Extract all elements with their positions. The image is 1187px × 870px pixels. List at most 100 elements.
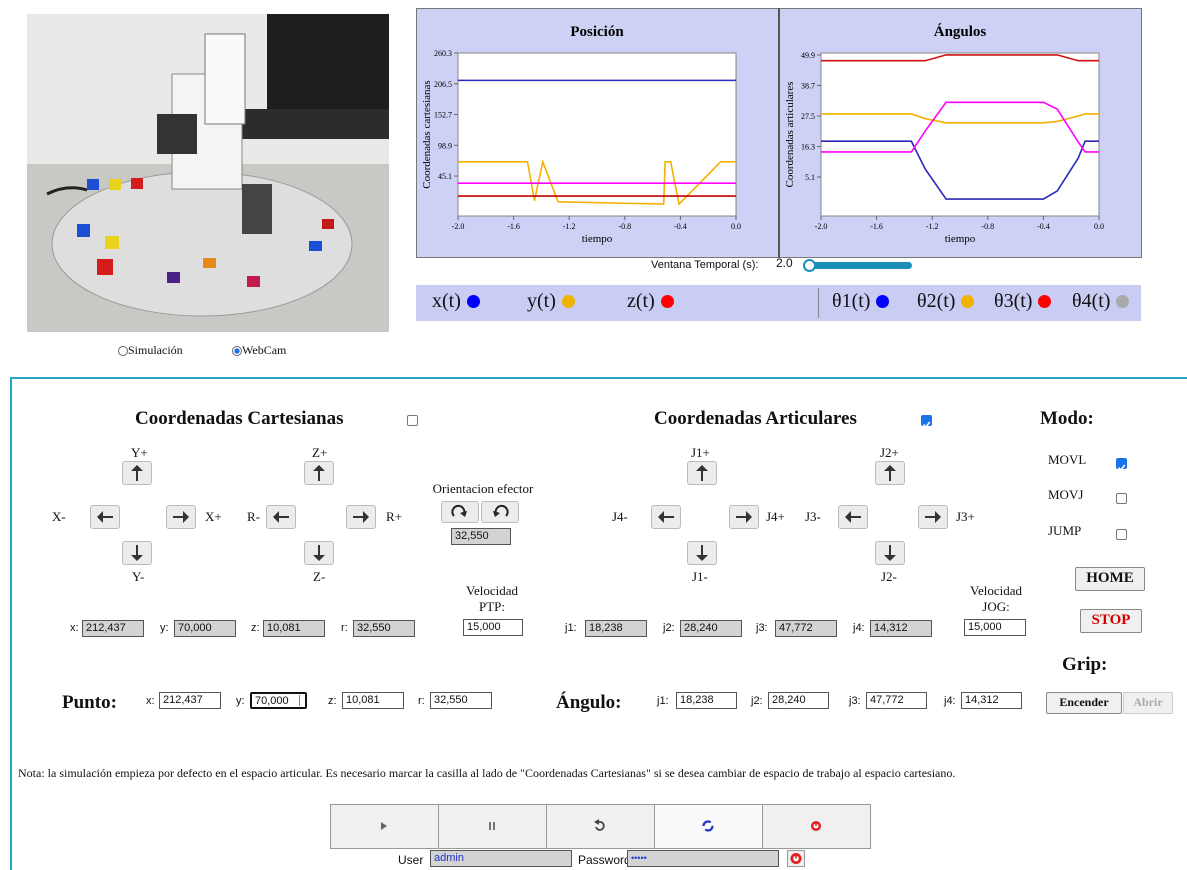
speed-input[interactable]: 15,000 [463, 619, 523, 636]
arrow-icon [267, 506, 295, 528]
point-input[interactable]: 32,550 [430, 692, 492, 709]
y-tick-label: 38.7 [801, 81, 815, 90]
checkbox[interactable] [407, 415, 418, 426]
readout-label: x: [70, 622, 79, 634]
slider-knob[interactable] [803, 259, 816, 272]
grip-on-button[interactable]: Encender [1046, 692, 1122, 714]
user-input[interactable]: admin [430, 850, 572, 867]
section-title: Coordenadas Articulares [654, 408, 857, 430]
legend-divider [818, 288, 819, 318]
radio[interactable] [118, 346, 128, 356]
field-label: j2: [751, 695, 763, 707]
chart-title: Posición [570, 24, 624, 40]
jog-button[interactable] [90, 505, 120, 529]
x-tick-label: -1.6 [870, 222, 883, 231]
check-icon [1117, 463, 1126, 472]
jog-button[interactable] [304, 461, 334, 485]
mode-label: JUMP [1048, 523, 1081, 539]
chart-title: Ángulos [934, 23, 987, 40]
point-input[interactable]: 212,437 [159, 692, 221, 709]
legend-item: θ1(t) [832, 290, 889, 313]
toolbar-button[interactable] [330, 804, 439, 849]
jog-button[interactable] [918, 505, 948, 529]
readout-value: 70,000 [174, 620, 236, 637]
speed-label: Velocidad [956, 583, 1036, 599]
jog-button[interactable] [122, 461, 152, 485]
toolbar-button[interactable] [762, 804, 871, 849]
readout-label: j1: [565, 622, 577, 634]
jog-label: X- [52, 509, 66, 525]
jog-label: J2+ [880, 445, 899, 461]
arrow-icon [730, 506, 758, 528]
jog-button[interactable] [166, 505, 196, 529]
jog-button[interactable] [687, 461, 717, 485]
toolbar-button[interactable] [438, 804, 547, 849]
checkbox[interactable] [1116, 529, 1127, 540]
legend-dot [876, 295, 889, 308]
checkbox[interactable] [1116, 493, 1127, 504]
jog-button[interactable] [346, 505, 376, 529]
check-icon [922, 420, 931, 429]
x-tick-label: -0.4 [1037, 222, 1050, 231]
field-label: j3: [849, 695, 861, 707]
legend-label: θ3(t) [994, 290, 1032, 313]
stop-button[interactable]: STOP [1080, 609, 1142, 633]
webcam-image [27, 14, 389, 332]
jog-label: Z- [313, 569, 325, 585]
checkbox[interactable] [1116, 458, 1127, 469]
jog-button[interactable] [266, 505, 296, 529]
jog-button[interactable] [729, 505, 759, 529]
speed-label: Velocidad [452, 583, 532, 599]
checkbox[interactable] [921, 415, 932, 426]
speed-label: JOG: [956, 599, 1036, 615]
radio[interactable] [232, 346, 242, 356]
jog-label: R+ [386, 509, 402, 525]
jog-button[interactable] [304, 541, 334, 565]
radio-label: Simulación [128, 343, 183, 358]
arrow-icon [919, 506, 947, 528]
rotate-button[interactable] [441, 501, 479, 523]
password-input[interactable]: ••••• [627, 850, 779, 867]
angle-input[interactable]: 18,238 [676, 692, 737, 709]
arrow-icon [123, 462, 151, 484]
mode-label: MOVJ [1048, 487, 1083, 503]
grip-title: Grip: [1062, 654, 1107, 676]
slider-track[interactable] [805, 262, 912, 269]
angle-input[interactable]: 14,312 [961, 692, 1022, 709]
arrow-icon [876, 542, 904, 564]
jog-label: J1- [692, 569, 708, 585]
mode-label: MOVL [1048, 452, 1086, 468]
legend-label: z(t) [627, 290, 655, 313]
arrow-icon [305, 542, 333, 564]
readout-label: j3: [756, 622, 768, 634]
readout-label: j2: [663, 622, 675, 634]
jog-button[interactable] [838, 505, 868, 529]
jog-button[interactable] [875, 461, 905, 485]
rotate-button[interactable] [481, 501, 519, 523]
legend-label: θ4(t) [1072, 290, 1110, 313]
readout-value: 14,312 [870, 620, 932, 637]
point-input[interactable]: 10,081 [342, 692, 404, 709]
orientation-value: 32,550 [451, 528, 511, 545]
y-axis-label: Coordenadas cartesianas [421, 80, 433, 188]
jog-button[interactable] [687, 541, 717, 565]
x-tick-label: -2.0 [815, 222, 828, 231]
arrow-icon [167, 506, 195, 528]
arrow-icon [91, 506, 119, 528]
legend-item: z(t) [627, 290, 674, 313]
speed-input[interactable]: 15,000 [964, 619, 1026, 636]
x-tick-label: 0.0 [1094, 222, 1104, 231]
jog-label: J2- [881, 569, 897, 585]
jog-button[interactable] [651, 505, 681, 529]
toolbar-icon [439, 805, 546, 848]
angle-input[interactable]: 47,772 [866, 692, 927, 709]
jog-button[interactable] [122, 541, 152, 565]
arrow-icon [839, 506, 867, 528]
home-button[interactable]: HOME [1075, 567, 1145, 591]
toolbar-button[interactable] [546, 804, 655, 849]
angle-input[interactable]: 28,240 [768, 692, 829, 709]
logout-button[interactable] [787, 850, 805, 867]
jog-label: J4+ [766, 509, 785, 525]
toolbar-button[interactable] [654, 804, 763, 849]
jog-button[interactable] [875, 541, 905, 565]
